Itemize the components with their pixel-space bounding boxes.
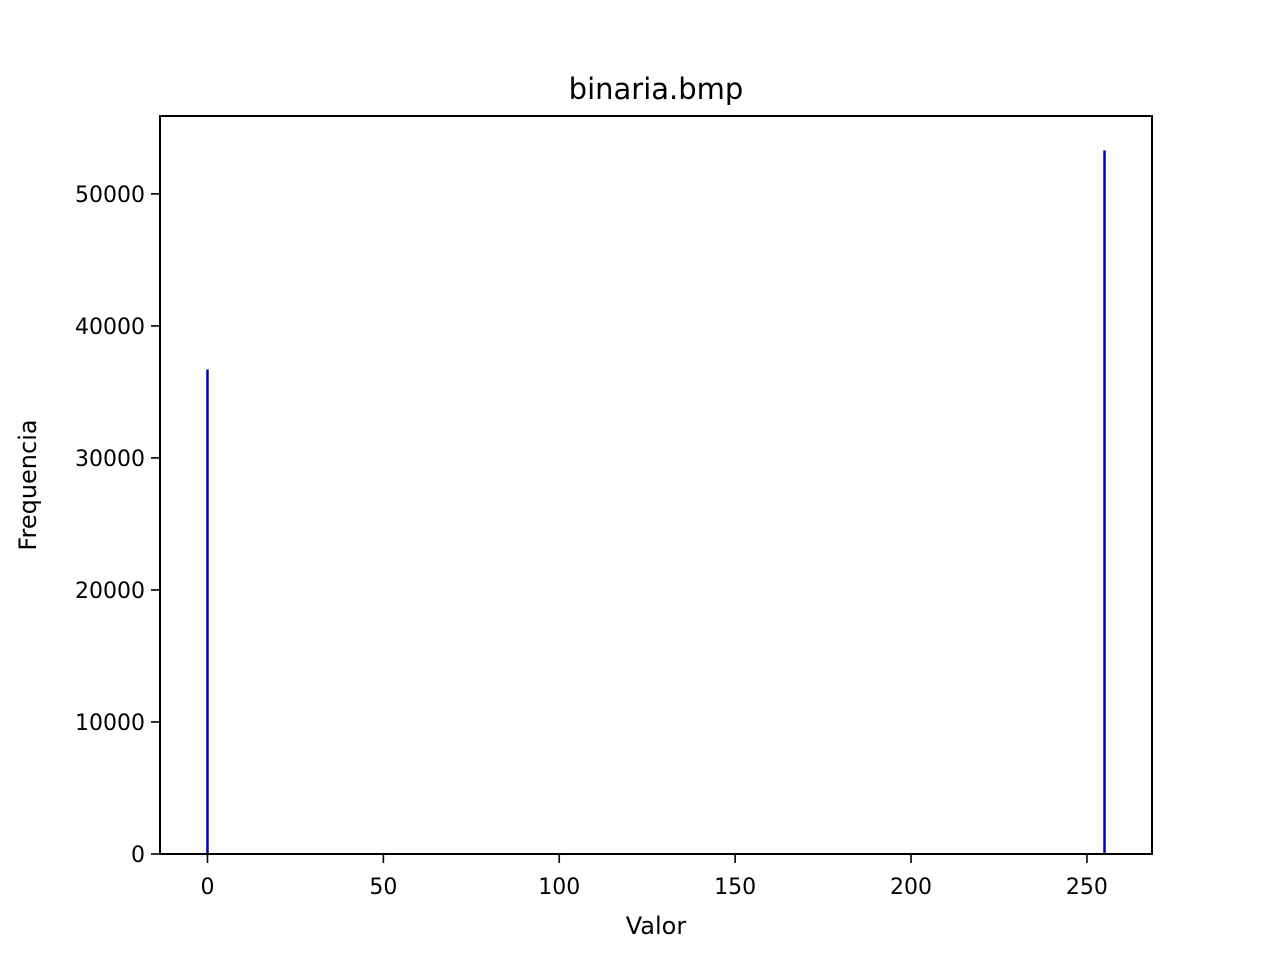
y-tick-label: 20000 bbox=[75, 579, 145, 604]
x-tick-label: 100 bbox=[538, 875, 580, 900]
x-tick-label: 250 bbox=[1066, 875, 1108, 900]
y-tick-label: 30000 bbox=[75, 447, 145, 472]
x-tick-label: 50 bbox=[369, 875, 397, 900]
y-tick-label: 40000 bbox=[75, 315, 145, 340]
y-tick-label: 0 bbox=[131, 843, 145, 868]
y-axis-ticks: 0 10000 20000 30000 40000 50000 bbox=[75, 183, 160, 868]
x-tick-label: 150 bbox=[714, 875, 756, 900]
bars-group bbox=[206, 150, 1106, 854]
y-axis-label: Frequencia bbox=[14, 419, 42, 550]
plot-frame bbox=[159, 115, 1153, 855]
x-tick-label: 200 bbox=[890, 875, 932, 900]
x-axis-label: Valor bbox=[626, 912, 687, 940]
y-tick-label: 50000 bbox=[75, 183, 145, 208]
x-axis-ticks: 0 50 100 150 200 250 bbox=[200, 854, 1108, 900]
y-tick-label: 10000 bbox=[75, 711, 145, 736]
chart-title: binaria.bmp bbox=[569, 72, 744, 106]
x-tick-label: 0 bbox=[200, 875, 214, 900]
